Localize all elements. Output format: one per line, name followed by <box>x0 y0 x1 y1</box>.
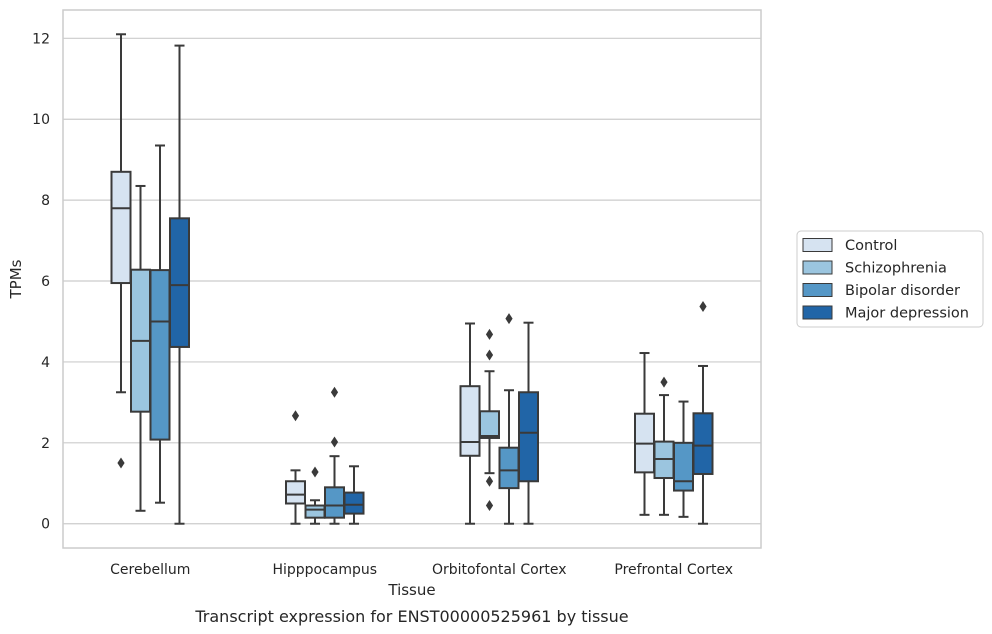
x-tick-label: Cerebellum <box>110 562 190 578</box>
box <box>459 385 481 457</box>
y-axis-ticks: 0 2 4 6 8 10 12 <box>32 31 50 532</box>
box-group <box>169 44 190 525</box>
box <box>479 410 500 439</box>
box-group <box>673 400 694 518</box>
y-tick-label: 8 <box>41 193 50 209</box>
legend-swatch <box>802 283 833 297</box>
y-tick-label: 12 <box>32 31 50 47</box>
box <box>285 480 306 505</box>
outlier-point <box>485 349 494 361</box>
legend-frame <box>796 230 984 328</box>
x-axis-label: Tissue <box>387 581 435 599</box>
legend-swatch <box>802 238 833 252</box>
box-group <box>498 313 520 525</box>
box-group <box>285 410 306 525</box>
box <box>692 412 714 475</box>
legend-label: Bipolar disorder <box>845 283 960 299</box>
y-axis-label: TPMs <box>7 259 25 299</box>
box-group <box>692 301 714 525</box>
x-tick-label: Prefrontal Cortex <box>614 562 733 578</box>
box <box>498 446 520 490</box>
box-group <box>653 376 675 516</box>
box-group <box>459 322 481 525</box>
box <box>110 170 132 285</box>
legend-label: Major depression <box>845 306 969 322</box>
y-tick-label: 2 <box>41 436 50 452</box>
box-groups <box>110 33 714 525</box>
box-group <box>149 144 171 504</box>
outlier-point <box>485 500 494 512</box>
box-group <box>324 386 345 525</box>
outlier-point <box>505 313 513 325</box>
y-tick-label: 0 <box>41 517 50 533</box>
x-tick-label: Hipppocampus <box>272 562 377 578</box>
box-group <box>518 321 539 525</box>
box <box>149 269 171 441</box>
box-group <box>130 184 151 512</box>
box <box>324 486 345 519</box>
outlier-point <box>485 475 494 487</box>
outlier-point <box>485 328 494 340</box>
outlier-point <box>660 376 668 388</box>
outlier-point <box>311 466 319 478</box>
x-axis-ticks: Cerebellum Hipppocampus Orbitofontal Corte… <box>110 562 733 578</box>
box-group <box>343 465 365 525</box>
x-tick-label: Orbitofontal Cortex <box>432 562 567 578</box>
box <box>169 217 190 348</box>
legend-label: Control <box>845 238 897 254</box>
box-group <box>479 328 500 512</box>
outlier-point <box>699 301 707 313</box>
box-group <box>634 352 655 516</box>
outlier-point <box>117 457 125 469</box>
legend-swatch <box>802 260 833 275</box>
box <box>304 504 326 519</box>
y-tick-label: 6 <box>41 274 50 290</box>
y-tick-label: 10 <box>32 112 50 128</box>
outlier-point <box>330 386 339 398</box>
figure-caption: Transcript expression for ENST0000052596… <box>194 607 628 626</box>
box-group <box>110 33 132 469</box>
box <box>673 441 694 492</box>
legend: Control Schizophrenia Bipolar disorder Majo… <box>796 230 984 328</box>
outlier-point <box>330 436 339 448</box>
box <box>343 491 365 515</box>
y-tick-label: 4 <box>41 355 50 371</box>
outlier-point <box>291 410 300 422</box>
box <box>518 391 539 483</box>
legend-swatch <box>802 305 833 320</box>
legend-label: Schizophrenia <box>845 261 947 277</box>
